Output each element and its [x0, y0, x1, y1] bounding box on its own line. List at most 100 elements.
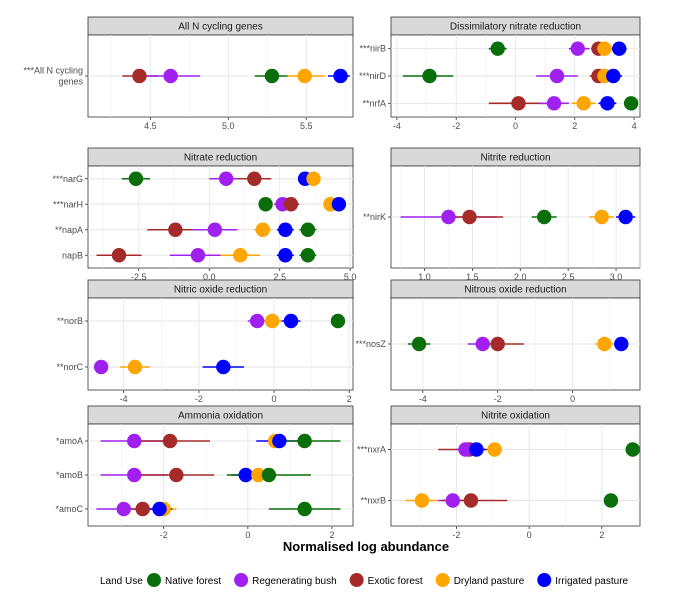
point-irrigated-pasture: [612, 41, 627, 56]
point-exotic-forest: [462, 209, 477, 225]
x-tick-label: 5.0: [344, 272, 357, 282]
point-regenerating-bush: [475, 336, 490, 352]
point-irrigated-pasture: [283, 313, 299, 329]
point-native-forest: [490, 41, 505, 56]
point-dryland-pasture: [297, 68, 312, 84]
y-tick-label: napB: [62, 250, 83, 260]
panel-nitrite-reduction: Nitrite reduction 1.0 1.5 2.0 2.5 3.0 **nirK: [363, 147, 641, 282]
point-native-forest: [625, 442, 640, 457]
legend-label-native-forest: Native forest: [165, 576, 221, 587]
x-tick-label: -4: [120, 394, 128, 404]
point-exotic-forest: [111, 248, 127, 263]
y-tick-label: **nxrB: [360, 496, 386, 506]
x-tick-label: 0: [570, 394, 575, 404]
point-regenerating-bush: [207, 222, 223, 237]
panel-nitrous-oxide-reduction: Nitrous oxide reduction -4 -2 0 ***nosZ: [355, 279, 641, 404]
legend-swatch-irrigated-pasture: [537, 573, 552, 587]
point-dryland-pasture: [255, 222, 270, 237]
point-irrigated-pasture: [238, 467, 253, 483]
point-exotic-forest: [490, 336, 505, 352]
point-native-forest: [300, 248, 316, 263]
x-tick-label: -2: [160, 530, 168, 540]
x-tick-label: 0: [245, 530, 250, 540]
x-tick-label: 5.5: [300, 121, 313, 131]
point-irrigated-pasture: [216, 359, 231, 375]
panel-title: Nitric oxide reduction: [174, 285, 267, 296]
point-irrigated-pasture: [272, 433, 287, 449]
x-tick-label: -2.5: [131, 272, 147, 282]
panel-ammonia-oxidation: Ammonia oxidation -2 0 2 *amoA *amoB *amoC: [55, 405, 354, 540]
point-regenerating-bush: [163, 68, 178, 84]
point-dryland-pasture: [414, 493, 430, 508]
panel-all-n-cycling-genes: All N cycling genes 4.5 5.0 5.5 ***All N cyc…: [23, 16, 354, 131]
x-tick-label: 2.5: [562, 272, 575, 282]
point-regenerating-bush: [458, 442, 473, 457]
x-tick-label: 2: [572, 121, 577, 131]
point-exotic-forest: [463, 493, 479, 508]
y-tick-label: *amoC: [55, 504, 83, 514]
x-tick-label: 2.5: [273, 272, 286, 282]
point-exotic-forest: [247, 171, 262, 186]
panel-title: Nitrite reduction: [480, 153, 550, 164]
y-tick-label: **napA: [55, 225, 83, 235]
panel-nitrite-oxidation: Nitrite oxidation -2 0 2 ***nxrA **nxrB: [357, 405, 641, 540]
legend-swatch-regenerating-bush: [234, 573, 249, 587]
point-exotic-forest: [162, 433, 178, 449]
point-irrigated-pasture: [152, 501, 167, 517]
y-tick-label: **nrfA: [362, 98, 386, 108]
x-tick-label: -2: [452, 121, 460, 131]
x-tick-label: 0: [527, 530, 532, 540]
legend-label-irrigated-pasture: Irrigated pasture: [555, 576, 628, 587]
point-dryland-pasture: [306, 171, 321, 186]
x-axis-label: Normalised log abundance: [283, 539, 449, 554]
legend-title: Land Use: [100, 576, 143, 587]
point-native-forest: [258, 197, 273, 212]
point-exotic-forest: [168, 222, 183, 237]
x-tick-label: 2.0: [514, 272, 527, 282]
point-irrigated-pasture: [331, 197, 347, 212]
point-exotic-forest: [169, 467, 184, 483]
y-tick-label: ***All N cycling genes: [23, 66, 83, 87]
y-tick-label: **norB: [57, 316, 83, 326]
point-dryland-pasture: [264, 313, 280, 329]
point-native-forest: [128, 171, 144, 186]
point-irrigated-pasture: [278, 248, 293, 263]
point-regenerating-bush: [127, 467, 142, 483]
y-tick-label: ***nosZ: [355, 339, 386, 349]
point-irrigated-pasture: [469, 442, 484, 457]
x-tick-label: 2: [347, 394, 352, 404]
y-tick-label: ***nirB: [359, 44, 386, 54]
panel-nitrate-reduction: Nitrate reduction -2.5 0.0 2.5 5.0 ***narG ***…: [52, 147, 357, 282]
legend-swatch-dryland-pasture: [435, 573, 450, 587]
point-native-forest: [422, 68, 437, 84]
y-tick-label: **nirK: [363, 212, 386, 222]
x-tick-label: 4: [632, 121, 637, 131]
point-regenerating-bush: [249, 313, 265, 329]
point-native-forest: [537, 209, 552, 225]
y-tick-label: ***nxrA: [357, 445, 386, 455]
point-regenerating-bush: [190, 248, 206, 263]
point-native-forest: [261, 467, 277, 483]
y-tick-label: ***narG: [52, 174, 83, 184]
point-regenerating-bush: [218, 171, 234, 186]
point-exotic-forest: [283, 197, 299, 212]
point-regenerating-bush: [116, 501, 131, 517]
x-tick-label: -2: [452, 530, 460, 540]
x-tick-label: 0.0: [203, 272, 216, 282]
point-irrigated-pasture: [618, 209, 633, 225]
y-tick-label: *amoB: [56, 470, 83, 480]
point-native-forest: [264, 68, 280, 84]
point-dryland-pasture: [127, 359, 143, 375]
point-native-forest: [300, 222, 316, 237]
legend: Land Use Native forest Regenerating bush E…: [100, 573, 629, 587]
x-tick-label: 0: [513, 121, 518, 131]
point-irrigated-pasture: [600, 96, 615, 111]
point-exotic-forest: [132, 68, 147, 84]
legend-swatch-native-forest: [147, 573, 161, 587]
legend-label-dryland-pasture: Dryland pasture: [454, 576, 525, 587]
plot-area: [87, 297, 354, 391]
point-regenerating-bush: [570, 41, 585, 56]
panel-dissimilatory-nitrate-reduction: Dissimilatory nitrate reduction -4 -2 0 2 4 **…: [359, 16, 641, 131]
point-regenerating-bush: [546, 96, 562, 111]
legend-label-regenerating-bush: Regenerating bush: [252, 576, 337, 587]
